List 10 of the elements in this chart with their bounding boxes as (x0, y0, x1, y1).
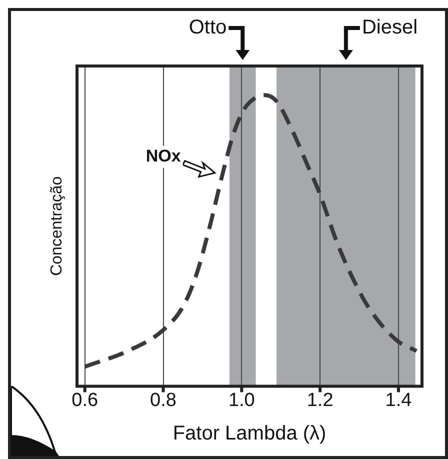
x-tick-label: 0.6 (72, 390, 98, 411)
text: NOx (146, 146, 182, 166)
x-tick-label: 1.4 (385, 390, 412, 411)
band-label: Diesel (362, 16, 418, 39)
x-tick-label: 0.8 (150, 390, 176, 411)
x-tick-label: 1.2 (306, 390, 334, 411)
band-label: Otto (188, 16, 227, 39)
y-axis-title: Concentração (48, 176, 66, 276)
x-tick-label: 1.0 (228, 390, 255, 411)
x-axis-title: Fator Lambda (λ) (172, 422, 326, 445)
